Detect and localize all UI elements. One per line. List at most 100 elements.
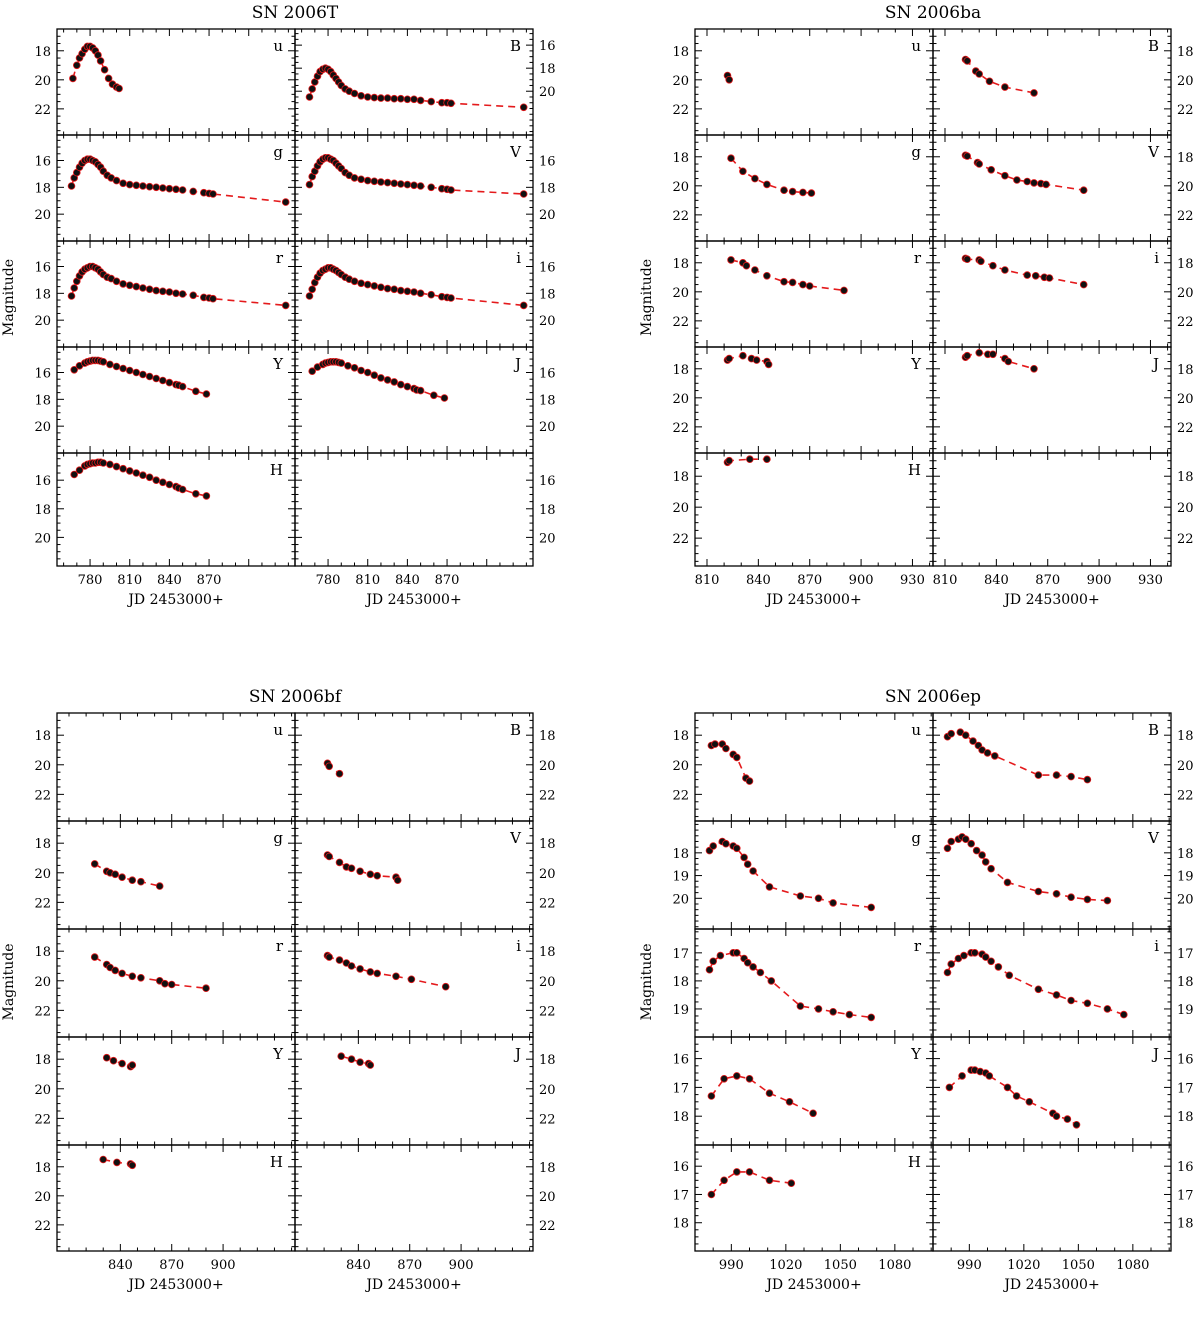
data-point [1103,1005,1112,1013]
band-label-g: g [911,829,921,847]
y-tick-label: 18 [672,151,689,166]
y-tick-label: 22 [1177,315,1194,330]
data-point [720,1176,728,1185]
data-point [152,183,161,192]
data-point [281,198,290,206]
data-point [751,174,759,183]
data-point [705,965,714,974]
data-point [347,1055,356,1063]
data-point [99,459,108,467]
y-tick-label: 18 [1177,1217,1194,1232]
sn-2006ba-title: SN 2006ba [885,3,981,23]
data-point [192,489,200,498]
data-point [751,266,759,274]
y-tick-label: 22 [1177,421,1194,436]
data-point [742,261,751,270]
data-point [305,180,314,189]
y-tick-label: 20 [539,975,556,990]
x-tick-label: 840 [984,573,1009,588]
x-tick-label: 810 [117,573,142,588]
panel-frame [694,820,934,930]
data-point [119,464,127,473]
y-tick-label: 22 [34,1004,51,1019]
data-point [305,93,314,101]
y-tick-label: 20 [1177,74,1194,89]
panel-frame [56,1036,296,1146]
data-point [403,287,412,296]
data-point [396,286,405,295]
data-point [383,94,392,102]
data-point [111,966,119,975]
data-point [67,182,76,190]
data-point [1079,186,1088,195]
y-tick-label: 18 [34,1161,51,1176]
x-tick-label: 1020 [769,1258,802,1273]
data-point [943,968,952,977]
data-point [356,1058,364,1066]
data-point [1103,896,1112,905]
panel-frame [294,28,534,136]
y-tick-label: 20 [672,180,689,195]
data-point [125,467,134,475]
data-point [961,731,970,739]
data-point [972,846,981,855]
data-point [987,864,995,873]
data-point [305,292,314,300]
sn-2006bf-panel-H-8: 18 20 22 840 870 900 JD 2453000+ H [34,1144,296,1293]
data-point [796,892,805,900]
sn-2006ba-panel-r-4: 18 20 22 r [672,240,934,348]
data-point [139,182,147,190]
y-tick-label: 20 [1177,759,1194,774]
data-point [118,873,126,881]
data-point [1034,771,1043,779]
data-point [441,982,450,991]
y-tick-label: 22 [34,896,51,911]
y-tick-label: 18 [539,1161,556,1176]
sn-2006ba-panel-g-2: 18 20 22 g [672,134,934,242]
sn-2006ep-panel-i-5: 17 18 19 i [932,928,1194,1038]
sn-2006ba-panel-B-1: 18 20 22 B [932,28,1194,136]
data-point [947,837,955,846]
data-point [1001,171,1009,180]
y-tick-label: 18 [672,257,689,272]
data-point [720,1075,728,1083]
data-point [829,1007,837,1016]
data-point [743,958,752,967]
data-point [337,359,346,367]
data-point [947,960,955,968]
data-point [732,844,741,853]
data-point [519,190,528,198]
y-tick-label: 18 [539,62,556,77]
data-point [732,1072,741,1080]
band-label-i: i [1154,249,1159,267]
data-point [106,460,114,469]
y-tick-label: 20 [1177,892,1194,907]
y-tick-label: 18 [672,1110,689,1125]
x-tick-label: 780 [316,573,341,588]
data-point [70,284,78,292]
data-point [356,867,364,876]
y-tick-label: 22 [34,1219,51,1234]
data-point [732,948,741,957]
data-point [727,154,735,163]
band-label-u: u [273,721,283,739]
y-tick-label: 18 [539,729,556,744]
data-point [357,366,365,375]
data-point [337,1052,346,1060]
y-tick-label: 20 [34,975,51,990]
data-point [152,476,161,485]
data-point [125,366,134,375]
data-point [403,180,412,189]
sn-2006t-panel-g-2: 16 18 20 g [34,134,296,242]
data-point [70,470,78,479]
data-point [155,882,164,890]
data-point [969,737,977,745]
sn-2006t-panel-B-1: 16 18 20 B [294,28,556,136]
data-point [178,382,187,391]
data-point [814,1005,823,1013]
data-point [118,1059,126,1068]
x-tick-label: 990 [957,1258,982,1273]
y-tick-label: 16 [539,39,556,54]
